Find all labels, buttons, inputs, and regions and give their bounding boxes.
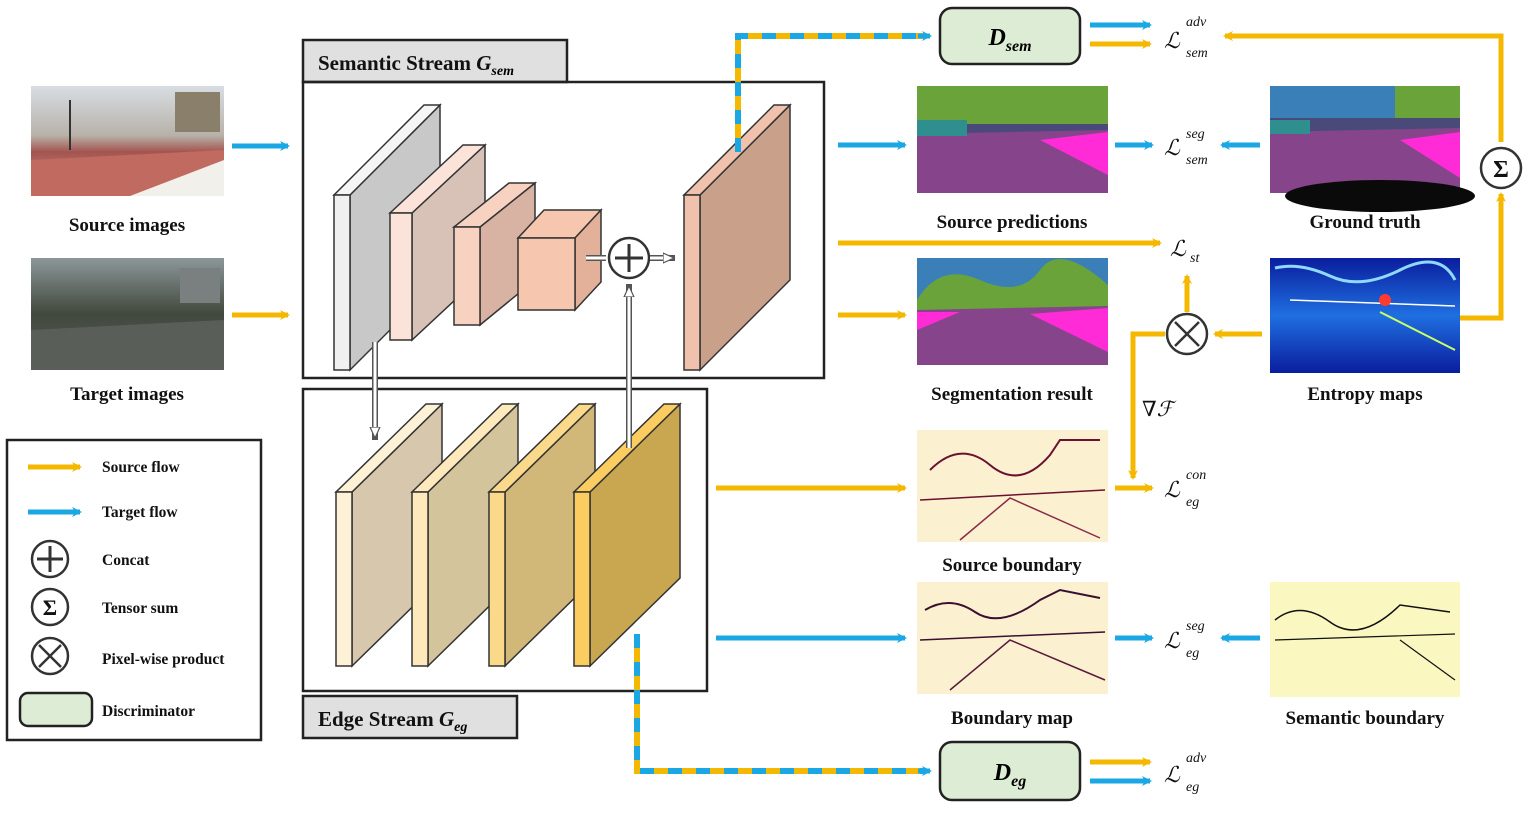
svg-text:sem: sem bbox=[1186, 46, 1208, 61]
edge-block-3 bbox=[487, 402, 597, 668]
svg-text:Semantic Stream Gsem: Semantic Stream Gsem bbox=[318, 51, 514, 79]
edge-block-2 bbox=[410, 402, 520, 668]
entropy-map-image bbox=[1270, 258, 1460, 373]
ground-truth-label: Ground truth bbox=[1309, 212, 1420, 233]
svg-text:eg: eg bbox=[1186, 780, 1199, 795]
svg-text:seg: seg bbox=[1186, 127, 1205, 142]
boundary-map-image bbox=[917, 582, 1108, 694]
concat-node bbox=[607, 236, 651, 280]
edge-stream-title: Edge Stream Geg bbox=[301, 694, 519, 740]
svg-text:Edge Stream Geg: Edge Stream Geg bbox=[318, 707, 467, 735]
edge-stream-label: Edge Stream bbox=[318, 707, 439, 731]
svg-text:ℒ: ℒ bbox=[1164, 135, 1181, 160]
entropy-maps-label: Entropy maps bbox=[1307, 384, 1422, 405]
svg-text:ℒ: ℒ bbox=[1164, 628, 1181, 653]
semantic-block-2 bbox=[388, 143, 487, 342]
semantic-stream-symbol: G bbox=[476, 51, 491, 75]
legend-discriminator-icon bbox=[18, 691, 94, 728]
svg-text:seg: seg bbox=[1186, 619, 1205, 634]
discriminator-eg-sub: eg bbox=[1011, 773, 1026, 790]
loss-st: ℒ st bbox=[1170, 236, 1200, 266]
gradient-label: ∇ℱ bbox=[1142, 397, 1177, 421]
svg-text:adv: adv bbox=[1186, 15, 1207, 30]
boundary-map-label: Boundary map bbox=[951, 708, 1073, 729]
semantic-boundary-image bbox=[1270, 582, 1460, 697]
semantic-stream-box bbox=[301, 80, 826, 380]
edge-stream-box bbox=[301, 387, 709, 693]
svg-text:st: st bbox=[1190, 251, 1200, 266]
segmentation-result-image bbox=[917, 258, 1108, 365]
tensor-sum-node: Σ bbox=[1479, 146, 1523, 190]
edge-block-1 bbox=[334, 402, 444, 668]
semantic-stream-title: Semantic Stream Gsem bbox=[301, 38, 569, 84]
legend-tensor-sum-icon: Σ bbox=[30, 587, 70, 627]
loss-seg-sem: ℒ seg sem bbox=[1164, 127, 1208, 168]
source-boundary-image bbox=[917, 430, 1108, 542]
loss-con-eg: ℒ con eg bbox=[1164, 468, 1206, 510]
edge-stream-symbol: G bbox=[439, 707, 454, 731]
svg-text:ℒ: ℒ bbox=[1164, 762, 1181, 787]
source-images-label: Source images bbox=[69, 215, 185, 236]
legend-target-flow: Target flow bbox=[102, 504, 178, 521]
svg-text:eg: eg bbox=[1186, 646, 1199, 661]
discriminator-sem: Dsem bbox=[938, 6, 1082, 66]
svg-text:ℒ: ℒ bbox=[1164, 28, 1181, 53]
source-boundary-label: Source boundary bbox=[942, 555, 1082, 576]
legend-tensor-sum: Tensor sum bbox=[102, 600, 178, 617]
discriminator-eg: Deg bbox=[938, 740, 1082, 802]
edge-stream-sub: eg bbox=[454, 720, 467, 735]
svg-text:Σ: Σ bbox=[43, 595, 57, 620]
semantic-boundary-label: Semantic boundary bbox=[1286, 708, 1445, 729]
legend-pixel-product: Pixel-wise product bbox=[102, 651, 225, 668]
discriminator-sem-symbol: D bbox=[987, 25, 1005, 51]
svg-text:Σ: Σ bbox=[1493, 157, 1509, 183]
pixel-product-node bbox=[1165, 312, 1209, 356]
legend-concat: Concat bbox=[102, 552, 150, 569]
loss-seg-eg: ℒ seg eg bbox=[1164, 619, 1205, 661]
legend-discriminator: Discriminator bbox=[102, 703, 195, 720]
semantic-stream-label: Semantic Stream bbox=[318, 51, 476, 75]
svg-text:Deg: Deg bbox=[993, 760, 1026, 790]
loss-adv-sem: ℒ adv sem bbox=[1164, 15, 1208, 61]
source-image bbox=[31, 86, 224, 196]
svg-text:ℒ: ℒ bbox=[1170, 236, 1187, 261]
svg-text:eg: eg bbox=[1186, 495, 1199, 510]
svg-text:con: con bbox=[1186, 468, 1206, 483]
svg-text:Dsem: Dsem bbox=[987, 25, 1031, 55]
discriminator-sem-sub: sem bbox=[1005, 38, 1032, 55]
legend-concat-icon bbox=[30, 539, 70, 579]
legend-source-flow: Source flow bbox=[102, 459, 180, 476]
semantic-stream-sub: sem bbox=[490, 64, 514, 79]
svg-text:adv: adv bbox=[1186, 751, 1207, 766]
discriminator-eg-symbol: D bbox=[993, 760, 1011, 786]
target-image bbox=[31, 258, 224, 370]
legend: Source flow Target flow Concat Σ Tensor … bbox=[5, 438, 263, 742]
source-predictions-label: Source predictions bbox=[937, 212, 1088, 233]
target-images-label: Target images bbox=[70, 384, 184, 405]
loss-adv-eg: ℒ adv eg bbox=[1164, 751, 1207, 795]
ground-truth-image bbox=[1270, 86, 1475, 212]
svg-text:sem: sem bbox=[1186, 153, 1208, 168]
segmentation-result-label: Segmentation result bbox=[931, 384, 1093, 405]
svg-text:ℒ: ℒ bbox=[1164, 477, 1181, 502]
source-predictions-image bbox=[917, 86, 1108, 193]
legend-pixel-product-icon bbox=[30, 636, 70, 676]
